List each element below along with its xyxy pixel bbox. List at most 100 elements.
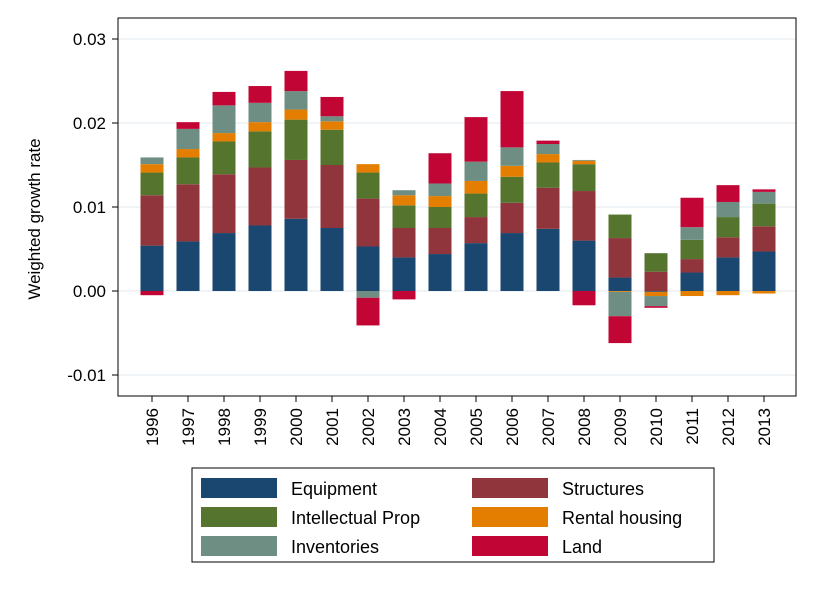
- bar-inventories-2000: [284, 91, 308, 110]
- legend-label: Equipment: [291, 479, 377, 499]
- x-tick-label: 2001: [323, 408, 342, 446]
- bar-land-2012: [716, 185, 740, 202]
- bar-intellectual-prop-2012: [716, 217, 740, 238]
- bar-intellectual-prop-1999: [248, 131, 272, 168]
- legend-label: Structures: [562, 479, 644, 499]
- bar-inventories-1998: [212, 105, 236, 134]
- bar-land-2002: [356, 297, 380, 326]
- bar-equipment-2005: [464, 243, 488, 291]
- bars: [140, 70, 776, 344]
- legend-label: Intellectual Prop: [291, 508, 420, 528]
- x-tick-label: 2000: [287, 408, 306, 446]
- x-tick-label: 2010: [647, 408, 666, 446]
- bar-inventories-2007: [536, 144, 560, 155]
- x-tick-label: 1998: [215, 408, 234, 446]
- bar-land-1997: [176, 122, 200, 129]
- bar-intellectual-prop-2006: [500, 176, 524, 203]
- bar-inventories-2001: [320, 116, 344, 122]
- bar-structures-2001: [320, 165, 344, 228]
- bar-intellectual-prop-2011: [680, 239, 704, 260]
- legend-label: Rental housing: [562, 508, 682, 528]
- bar-land-2000: [284, 70, 308, 92]
- bar-equipment-2009: [608, 277, 632, 291]
- bar-rental-housing-2006: [500, 165, 524, 177]
- y-tick-label: -0.01: [67, 366, 106, 385]
- y-tick-label: 0.02: [73, 114, 106, 133]
- bar-land-2009: [608, 316, 632, 344]
- bar-inventories-2013: [752, 191, 776, 204]
- legend: Equipment Structures Intellectual Prop Rent…: [191, 467, 715, 563]
- bar-land-1998: [212, 91, 236, 106]
- bar-equipment-2007: [536, 228, 560, 291]
- bar-equipment-2013: [752, 251, 776, 291]
- bar-structures-2006: [500, 202, 524, 234]
- bar-intellectual-prop-2002: [356, 172, 380, 199]
- bar-land-2006: [500, 91, 524, 148]
- bar-land-2005: [464, 117, 488, 162]
- bar-inventories-2008: [572, 159, 596, 161]
- x-tick-label: 2013: [755, 408, 774, 446]
- legend-label: Inventories: [291, 537, 379, 557]
- bar-inventories-2002: [356, 291, 380, 298]
- bar-intellectual-prop-2005: [464, 193, 488, 218]
- bar-inventories-2011: [680, 227, 704, 240]
- bar-equipment-2008: [572, 240, 596, 291]
- x-tick-label: 2007: [539, 408, 558, 446]
- axes: -0.01 0.00 0.01 0.02 0.03 1996 1997 1998 1999 200…: [67, 17, 797, 446]
- bar-equipment-1999: [248, 225, 272, 291]
- x-tick-label: 2012: [719, 408, 738, 446]
- y-tick-label: 0.03: [73, 30, 106, 49]
- bar-inventories-2005: [464, 161, 488, 181]
- legend-swatch-intellectual-prop: [201, 507, 277, 527]
- bar-intellectual-prop-2004: [428, 207, 452, 228]
- bar-intellectual-prop-2008: [572, 164, 596, 192]
- bar-equipment-1997: [176, 241, 200, 291]
- bar-rental-housing-2004: [428, 196, 452, 207]
- bar-land-2003: [392, 291, 416, 300]
- bar-land-1999: [248, 86, 272, 103]
- bar-structures-2011: [680, 259, 704, 273]
- bar-structures-2009: [608, 238, 632, 278]
- bar-intellectual-prop-2001: [320, 129, 344, 165]
- bar-inventories-2006: [500, 147, 524, 166]
- bar-intellectual-prop-2009: [608, 214, 632, 239]
- legend-swatch-equipment: [201, 478, 277, 498]
- bar-intellectual-prop-2003: [392, 205, 416, 228]
- bar-land-2008: [572, 291, 596, 306]
- bar-equipment-2004: [428, 254, 452, 291]
- bar-inventories-2009: [608, 291, 632, 317]
- bar-rental-housing-2011: [680, 291, 704, 297]
- x-tick-label: 2008: [575, 408, 594, 446]
- bar-inventories-2004: [428, 183, 452, 197]
- bar-equipment-2001: [320, 228, 344, 291]
- bar-equipment-1996: [140, 245, 164, 291]
- bar-structures-1997: [176, 184, 200, 242]
- bar-structures-2002: [356, 198, 380, 247]
- bar-structures-2005: [464, 217, 488, 244]
- bar-rental-housing-1996: [140, 164, 164, 173]
- bar-equipment-1998: [212, 233, 236, 291]
- x-tick-label: 2003: [395, 408, 414, 446]
- bar-inventories-2012: [716, 201, 740, 218]
- bar-land-2011: [680, 197, 704, 228]
- bar-rental-housing-2001: [320, 121, 344, 130]
- bar-rental-housing-2013: [752, 291, 776, 294]
- bar-structures-2004: [428, 228, 452, 255]
- bar-intellectual-prop-1996: [140, 172, 164, 196]
- bar-equipment-2002: [356, 246, 380, 291]
- bar-structures-2007: [536, 187, 560, 229]
- x-tick-label: 2011: [683, 408, 702, 445]
- bar-land-2001: [320, 96, 344, 117]
- bar-structures-1996: [140, 195, 164, 246]
- bar-intellectual-prop-1997: [176, 157, 200, 185]
- x-tick-label: 2004: [431, 408, 450, 446]
- bar-structures-1999: [248, 167, 272, 226]
- bar-land-2013: [752, 189, 776, 192]
- bar-rental-housing-1997: [176, 149, 200, 158]
- bar-rental-housing-2005: [464, 180, 488, 194]
- bar-structures-2010: [644, 271, 668, 291]
- x-tick-label: 1996: [143, 408, 162, 446]
- legend-swatch-structures: [472, 478, 548, 498]
- legend-box: [191, 467, 715, 563]
